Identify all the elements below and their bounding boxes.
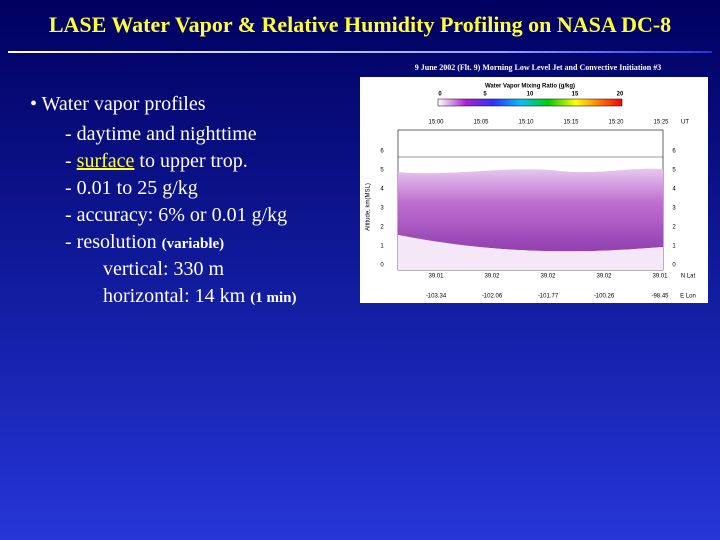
below-surface [398, 235, 663, 270]
lat-label: 39.02 [484, 274, 500, 280]
y-tick-label: 1 [380, 244, 384, 250]
lat-label: 39.02 [596, 274, 612, 280]
colorbar-tick: 5 [483, 92, 487, 98]
line-text: horizontal: 14 km [103, 285, 251, 307]
link-text: surface [76, 150, 135, 172]
y-tick-label: 2 [380, 225, 384, 231]
line-text: - 0.01 to 25 g/kg [65, 177, 198, 199]
line-text: (1 min) [250, 290, 297, 306]
figure-caption: 9 June 2002 (Flt. 9) Morning Low Level J… [414, 63, 662, 72]
lon-unit: E Lon [680, 294, 696, 300]
line-text: - daytime and nighttime [65, 123, 257, 145]
y-tick-label: 2 [672, 225, 676, 231]
time-label: 15:15 [563, 120, 579, 126]
y-axis-label: Altitude, km(MSL) [366, 183, 372, 231]
y-tick-label: 5 [380, 168, 384, 174]
y-tick-label: 6 [672, 149, 676, 155]
y-tick-label: 6 [380, 149, 384, 155]
colorbar-title: Water Vapor Mixing Ratio (g/kg) [485, 84, 575, 90]
colorbar [437, 98, 623, 107]
bullet-heading: • Water vapor profiles [30, 93, 206, 115]
y-tick-label: 3 [380, 206, 384, 212]
y-tick-label: 1 [672, 244, 676, 250]
lat-label: 39.01 [652, 274, 668, 280]
line-text: - resolution [65, 231, 162, 253]
bullet-line: - resolution (variable) [65, 232, 224, 254]
colorbar-tick: 0 [438, 92, 442, 98]
lat-label: 39.02 [540, 274, 556, 280]
figure: Water Vapor Mixing Ratio (g/kg)0 5 10 15 201… [360, 77, 708, 303]
line-text: vertical: 330 m [103, 258, 225, 280]
lon-label: -100.26 [594, 294, 615, 300]
time-unit: UT [681, 120, 689, 126]
time-label: 15:10 [518, 120, 534, 126]
time-label: 15:20 [608, 120, 624, 126]
y-tick-label: 3 [672, 206, 676, 212]
y-tick-label: 0 [672, 263, 676, 269]
sub-line: vertical: 330 m [103, 259, 224, 279]
colorbar-tick: 10 [527, 92, 534, 98]
time-label: 15:05 [473, 120, 489, 126]
line-text: (variable) [161, 236, 225, 252]
line-text: - [65, 150, 77, 172]
lon-label: -103.34 [426, 294, 447, 300]
time-label: 15:25 [653, 120, 669, 126]
colorbar-tick: 15 [572, 92, 579, 98]
slide-title: LASE Water Vapor & Relative Humidity Pro… [48, 12, 672, 37]
bullet-line: - surface to upper trop. [65, 151, 248, 171]
bullet-line: - 0.01 to 25 g/kg [65, 178, 198, 198]
line-text: to upper trop. [134, 150, 248, 172]
y-tick-label: 5 [672, 168, 676, 174]
water-vapor-field [398, 168, 663, 252]
bullet-line: - accuracy: 6% or 0.01 g/kg [65, 205, 287, 225]
lon-label: -102.06 [482, 294, 503, 300]
lon-label: -101.77 [538, 294, 559, 300]
y-tick-label: 0 [380, 263, 384, 269]
time-label: 15:00 [428, 120, 444, 126]
colorbar-tick: 20 [617, 92, 624, 98]
y-tick-label: 4 [380, 187, 384, 193]
lon-label: -98.45 [651, 294, 669, 300]
lat-unit: N Lat [681, 274, 696, 280]
bullet-line: - daytime and nighttime [65, 124, 257, 144]
title-rule [8, 51, 712, 53]
lat-label: 39.01 [428, 274, 444, 280]
line-text: - accuracy: 6% or 0.01 g/kg [65, 204, 288, 226]
sub-line: horizontal: 14 km (1 min) [103, 286, 296, 308]
y-tick-label: 4 [672, 187, 676, 193]
